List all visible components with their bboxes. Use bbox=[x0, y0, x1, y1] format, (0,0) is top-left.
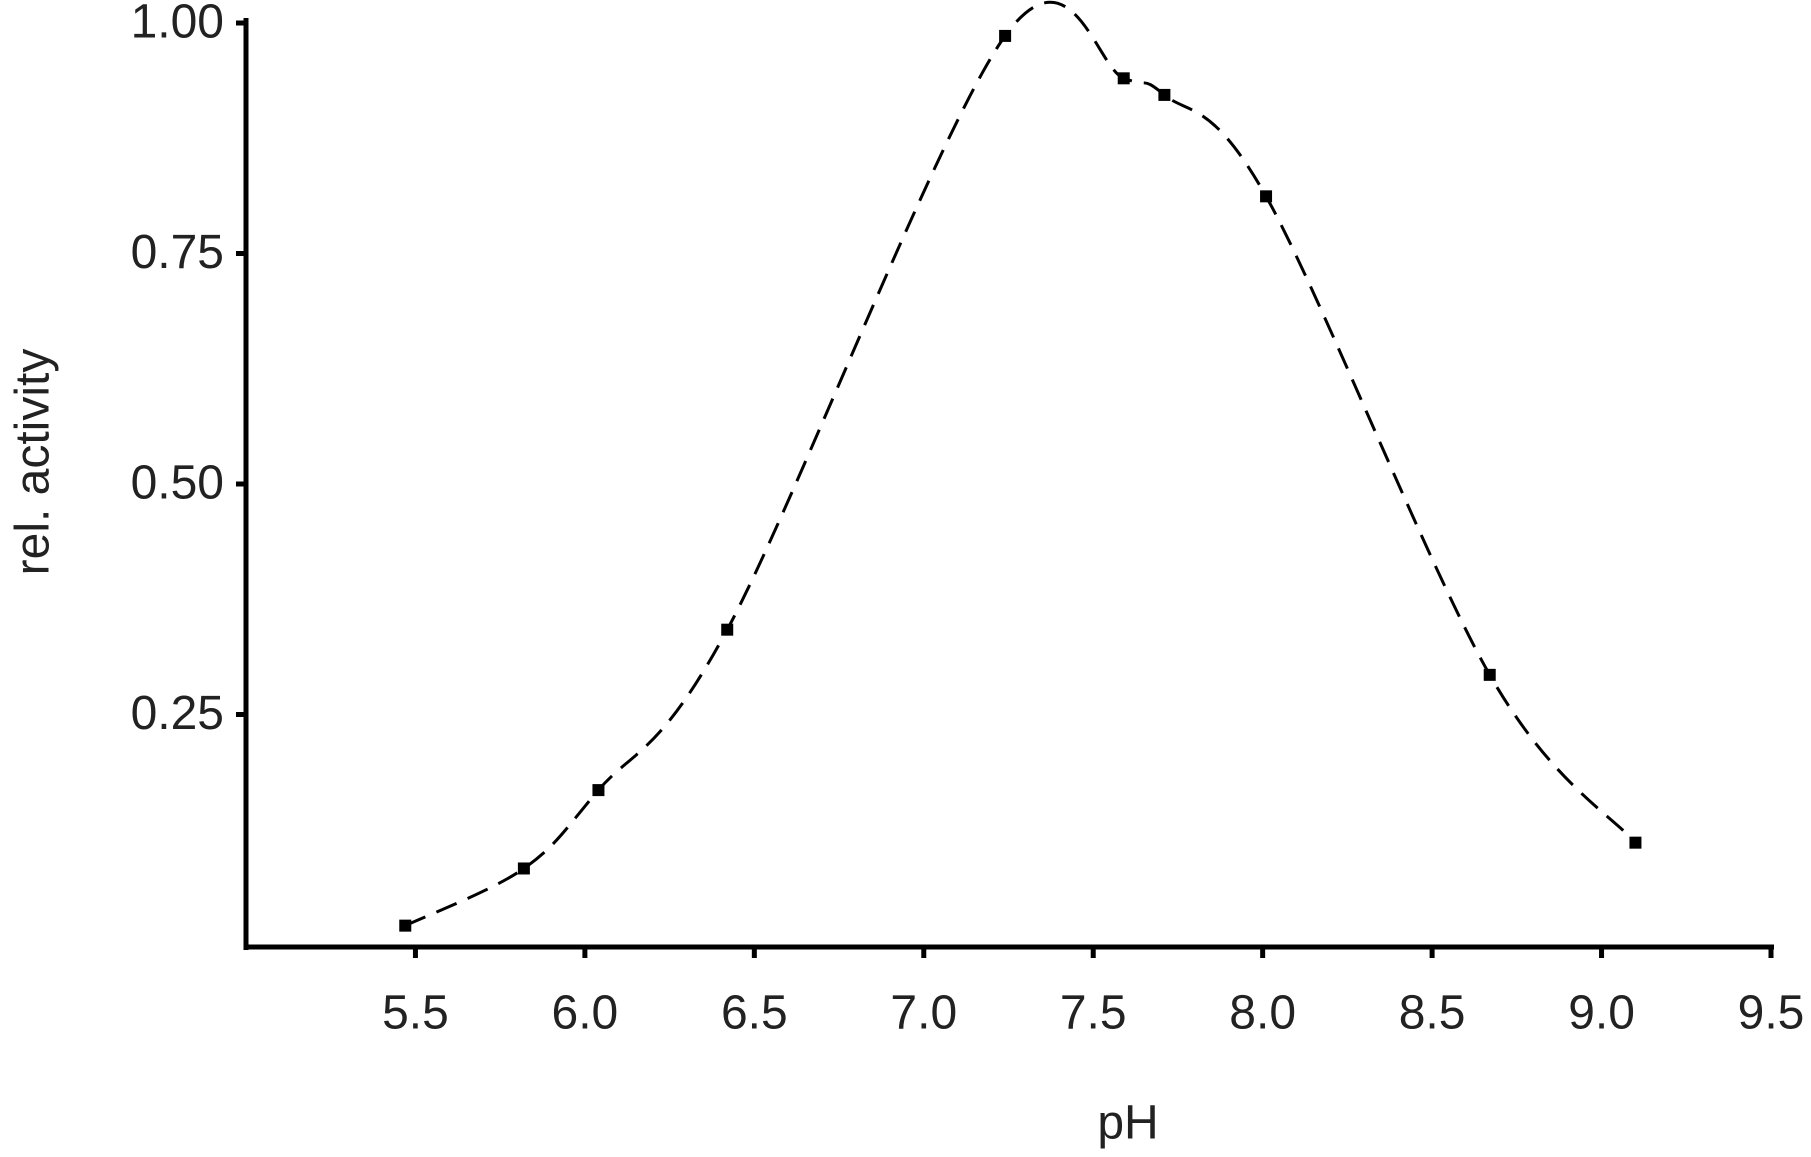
x-tick-label: 7.0 bbox=[890, 987, 957, 1040]
data-point bbox=[1117, 72, 1130, 85]
data-point bbox=[399, 919, 412, 932]
y-tick-label: 0.25 bbox=[131, 687, 224, 740]
data-point bbox=[592, 784, 605, 797]
x-tick-label: 9.5 bbox=[1738, 987, 1805, 1040]
x-tick-label: 8.0 bbox=[1229, 987, 1296, 1040]
x-tick-label: 5.5 bbox=[382, 987, 449, 1040]
data-point bbox=[999, 29, 1012, 42]
data-point bbox=[721, 623, 734, 636]
data-point bbox=[517, 862, 530, 875]
x-tick-label: 9.0 bbox=[1568, 987, 1635, 1040]
data-point bbox=[1158, 88, 1171, 101]
x-tick-label: 6.0 bbox=[552, 987, 619, 1040]
y-tick-label: 0.75 bbox=[131, 226, 224, 279]
y-tick-label: 1.00 bbox=[131, 0, 224, 49]
x-axis-label: pH bbox=[1097, 1097, 1158, 1150]
x-tick-label: 8.5 bbox=[1399, 987, 1466, 1040]
x-tick-label: 7.5 bbox=[1060, 987, 1127, 1040]
x-tick-label: 6.5 bbox=[721, 987, 788, 1040]
y-tick-label: 0.50 bbox=[131, 457, 224, 510]
y-axis-label: rel. activity bbox=[7, 349, 60, 576]
data-point bbox=[1629, 836, 1642, 849]
data-point bbox=[1483, 668, 1496, 681]
curve bbox=[404, 1, 1637, 927]
data-point bbox=[1260, 190, 1273, 203]
